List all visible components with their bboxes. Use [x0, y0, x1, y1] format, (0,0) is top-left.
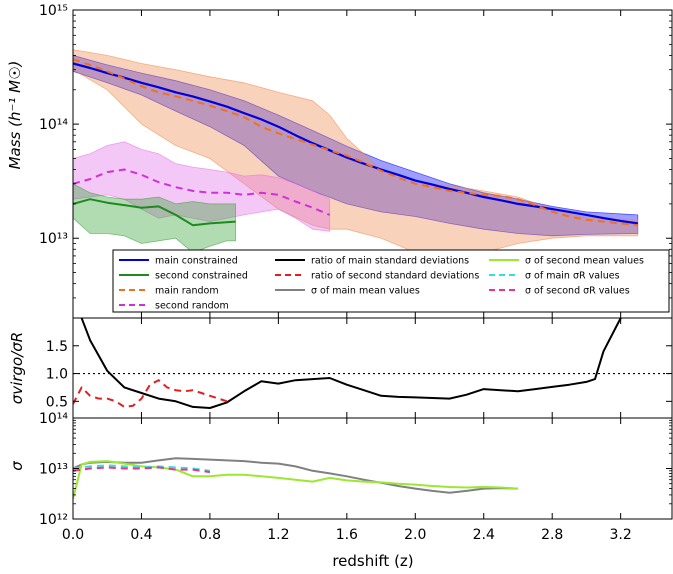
ytick-label-2-0: 10¹² — [39, 512, 68, 528]
xtick-label-0: 0.0 — [62, 527, 84, 543]
ytick-label-0-0: 10¹³ — [39, 231, 68, 247]
series-main-random — [73, 58, 638, 227]
series-second-random — [73, 168, 331, 216]
axes-layer: 10¹³ 10¹⁴ 10¹⁵ 0.5 1.0 1.5 10¹² 10¹³ 10¹⁴ 0.0 0.4 0… — [39, 3, 673, 543]
panel-frame-1 — [72, 317, 673, 419]
ytick-label-1-2: 1.5 — [46, 339, 68, 355]
ytick-label-0-2: 10¹⁵ — [39, 3, 68, 19]
band-second-random-band — [73, 141, 331, 232]
series-ratio-of-second-standard-deviations — [73, 379, 228, 408]
xtick-label-5: 2.0 — [404, 527, 426, 543]
series-ratio-of-main-standard-deviations — [80, 318, 622, 409]
legend-label-4: ratio of main standard deviations — [311, 256, 469, 267]
ytick-label-1-1: 1.0 — [46, 367, 68, 383]
legend: main constrained second constrained main r… — [112, 249, 670, 313]
mass-axis-label: Mass (h⁻¹ M☉) — [6, 61, 24, 170]
xtick-label-7: 2.8 — [541, 527, 563, 543]
legend-box — [112, 249, 670, 313]
ytick-label-1-0: 0.5 — [46, 394, 68, 410]
series-σ-of-second-σR-values — [73, 466, 211, 474]
legend-label-9: σ of second σR values — [525, 286, 630, 297]
xtick-label-4: 1.6 — [336, 527, 358, 543]
lines-layer — [73, 58, 672, 500]
xtick-label-6: 2.4 — [473, 527, 495, 543]
ytick-label-0-1: 10¹⁴ — [39, 117, 68, 133]
ytick-label-2-2: 10¹⁴ — [39, 411, 68, 427]
band-second-constrained-band — [73, 183, 236, 253]
legend-label-1: second constrained — [155, 271, 248, 282]
legend-label-8: σ of main σR values — [525, 271, 620, 282]
xtick-label-2: 0.8 — [199, 527, 221, 543]
legend-label-0: main constrained — [155, 256, 238, 267]
legend-label-3: second random — [155, 301, 229, 312]
series-σ-of-main-mean-values — [73, 457, 519, 494]
xtick-label-1: 0.4 — [130, 527, 152, 543]
legend-label-7: σ of second mean values — [525, 256, 644, 267]
series-σ-of-main-σR-values — [73, 464, 211, 472]
series-σ-of-second-mean-values — [73, 460, 519, 500]
ratio-axis-label: σvirgo/σR — [8, 332, 26, 404]
bands-layer — [73, 49, 639, 266]
legend-label-6: σ of main mean values — [311, 286, 420, 297]
sigma-axis-label: σ — [8, 461, 26, 471]
redshift-axis-label: redshift (z) — [332, 552, 413, 570]
legend-label-5: ratio of second standard deviations — [311, 271, 479, 282]
ytick-label-2-1: 10¹³ — [39, 462, 68, 478]
xtick-label-8: 3.2 — [610, 527, 632, 543]
legend-label-2: main random — [155, 286, 219, 297]
series-second-constrained — [73, 198, 236, 227]
xtick-label-3: 1.2 — [267, 527, 289, 543]
